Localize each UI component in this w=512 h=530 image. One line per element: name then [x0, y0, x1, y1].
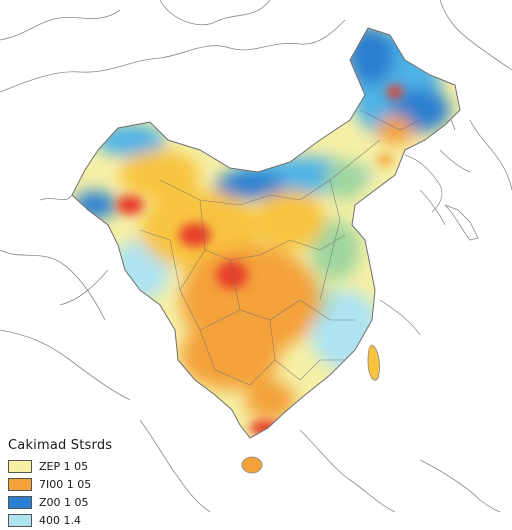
province-boundaries	[139, 109, 421, 386]
legend-swatch	[8, 513, 32, 527]
legend-item: Z00 1 05	[8, 494, 158, 510]
legend: Cakimad Stsrds ZEP 1 05 7I00 1 05 Z00 1 …	[8, 438, 158, 530]
heat-map	[0, 0, 512, 512]
legend-label: Z00 1 05	[39, 495, 89, 509]
legend-label: 7I00 1 05	[39, 477, 92, 491]
hainan-island	[241, 456, 263, 474]
legend-swatch	[8, 477, 32, 491]
legend-item: 400 1.4	[8, 512, 158, 528]
legend-label: ZEP 1 05	[39, 459, 89, 473]
legend-item: ZEP 1 05	[8, 458, 158, 474]
legend-swatch	[8, 459, 32, 473]
legend-label: 400 1.4	[39, 513, 81, 527]
coastline-detail	[379, 154, 446, 336]
taiwan-island	[367, 344, 380, 381]
legend-item: 7I00 1 05	[8, 476, 158, 492]
legend-title: Cakimad Stsrds	[8, 438, 113, 453]
country-outline	[71, 27, 461, 439]
legend-swatch	[8, 495, 32, 509]
